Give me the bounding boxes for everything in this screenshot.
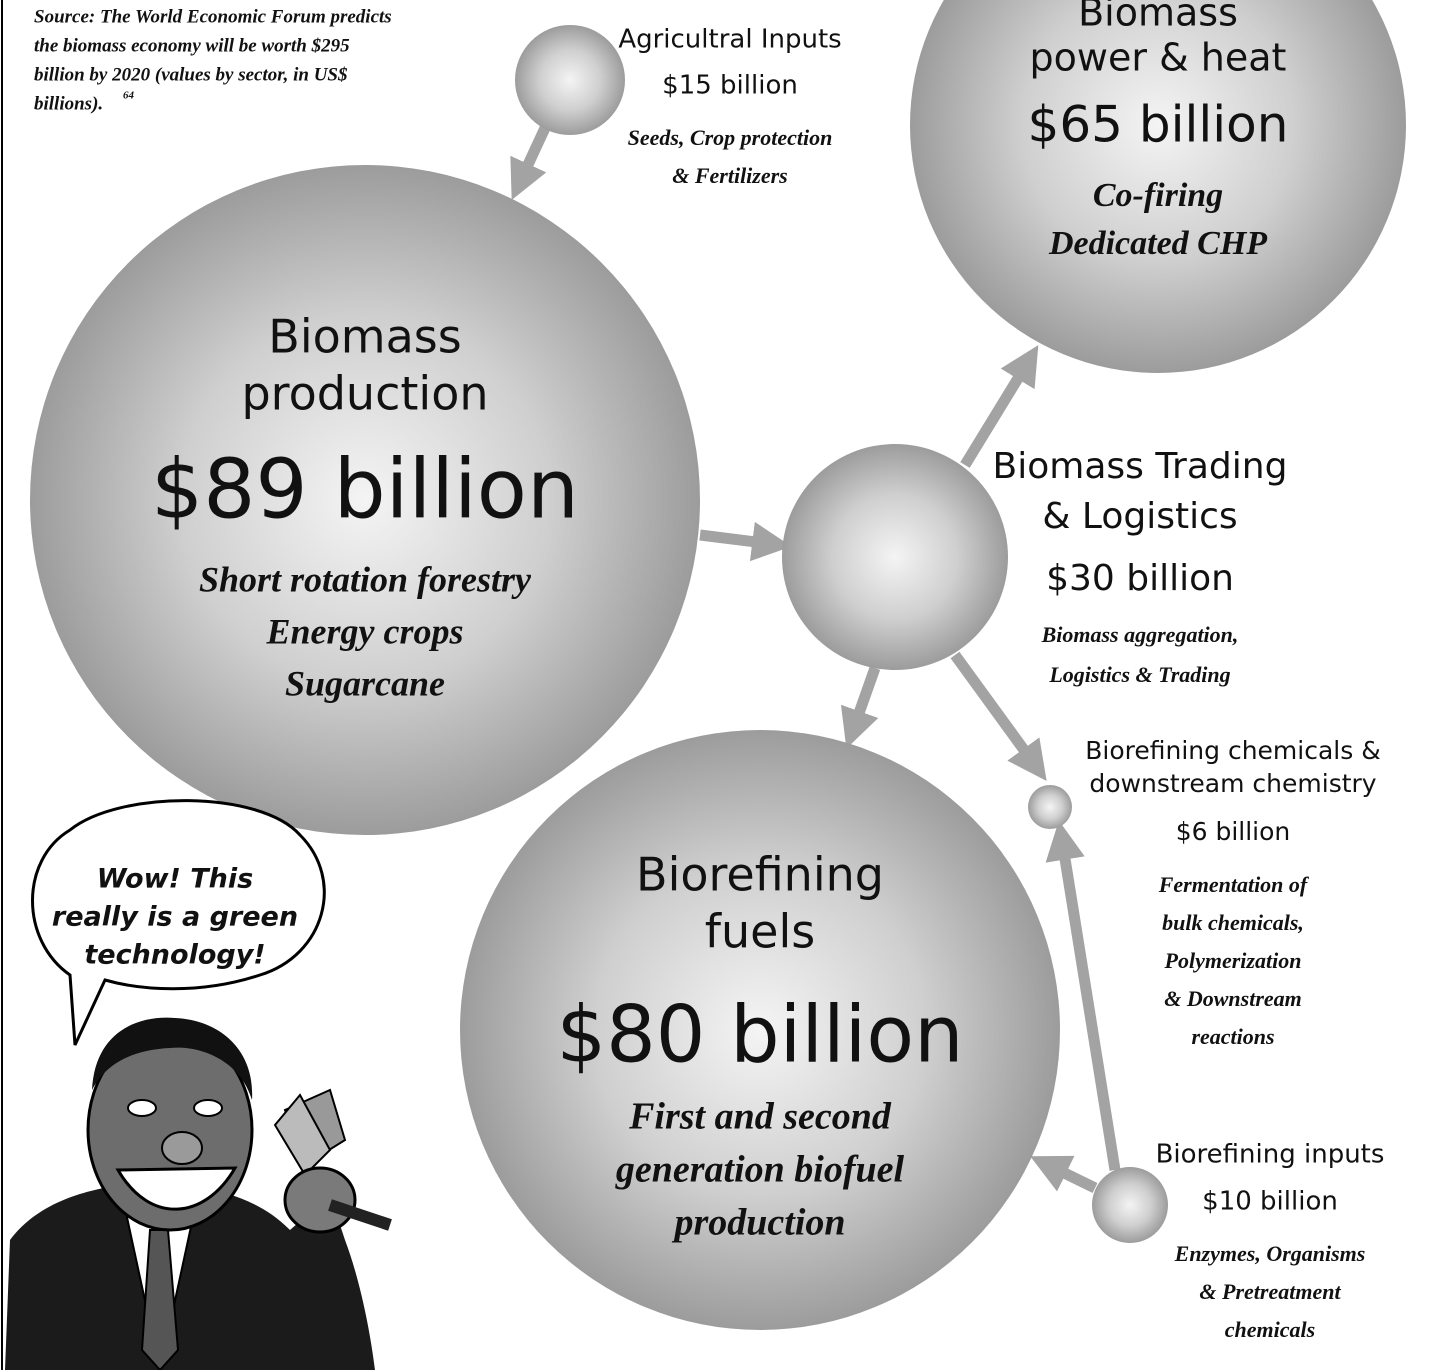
arrow [960,345,1039,468]
node-description: Dedicated CHP [1048,225,1267,262]
hair [92,1017,253,1100]
speech-line: technology! [84,940,265,971]
node-description: bulk chemicals, [1162,910,1304,935]
arrow [1030,1155,1098,1193]
speech-line: Wow! This [97,864,253,895]
bubble [910,0,1406,373]
eye [193,1099,223,1117]
node-description: First and second [628,1096,892,1138]
node-title: fuels [705,905,815,959]
node-description: Sugarcane [285,663,445,703]
arrow [840,666,881,749]
node-title: Biomass [268,310,461,364]
node-description: Logistics & Trading [1048,662,1230,687]
cigar [328,1199,392,1231]
node-description: chemicals [1225,1317,1315,1342]
node-title: Biorefining chemicals & [1085,736,1380,765]
bubble [1028,785,1072,829]
arrow [699,521,792,562]
node-title: Biomass [1078,0,1238,35]
node-title: production [241,367,488,421]
node-title: & Logistics [1042,496,1237,537]
node-title: power & heat [1030,36,1287,80]
bubble [515,25,625,135]
bubble [782,444,1008,670]
arrows [510,125,1121,1193]
node-title: Agricultral Inputs [618,25,841,55]
money [273,1093,332,1177]
node-description: reactions [1191,1024,1274,1049]
node-description: Short rotation forestry [199,559,532,599]
speech-line: really is a green [52,902,298,933]
node-description: Energy crops [266,611,464,651]
nose [161,1131,203,1165]
node-description: Co-firing [1093,177,1223,214]
source-line: the biomass economy will be worth $295 [34,35,350,56]
speech-bubble [31,799,326,1046]
source-line: Source: The World Economic Forum predict… [34,6,392,27]
hand [283,1166,357,1234]
node-title: downstream chemistry [1089,769,1376,798]
node-description: generation biofuel [615,1149,905,1191]
cartoon: Wow! This really is a green technology! [5,799,392,1370]
node-value: $89 billion [151,442,579,537]
source-line: billions). [34,93,103,114]
node-title: Biorefining [636,848,884,902]
bubble [1092,1167,1168,1243]
node-description: & Pretreatment [1199,1279,1341,1304]
node-value: $80 billion [556,990,963,1080]
labels: Agricultral Inputs $15 billion Seeds, Crop… [151,0,1384,1342]
bubble [30,165,700,835]
node-description: production [671,1202,845,1244]
node-value: $65 billion [1028,96,1289,154]
node-description: & Fertilizers [672,163,788,188]
node-value: $10 billion [1202,1187,1338,1217]
bubbles [30,0,1406,1330]
node-title: Biomass Trading [993,446,1288,487]
bubble [460,730,1060,1330]
node-value: $15 billion [662,71,798,101]
node-description: Polymerization [1164,948,1302,973]
arrow [1045,820,1121,1171]
node-description: & Downstream [1164,986,1302,1011]
eye [127,1099,157,1117]
footnote: 64 [123,90,135,102]
source-note: Source: The World Economic Forum predict… [34,6,392,114]
node-description: Fermentation of [1158,872,1310,897]
node-description: Enzymes, Organisms [1174,1241,1366,1266]
node-value: $6 billion [1176,817,1291,846]
suit [5,1185,375,1370]
source-line: billion by 2020 (values by sector, in US… [34,64,348,85]
node-description: Biomass aggregation, [1041,622,1239,647]
node-title: Biorefining inputs [1156,1140,1385,1170]
node-value: $30 billion [1046,558,1234,599]
mouth [115,1166,238,1211]
arrow [950,651,1047,782]
arrow [510,125,550,200]
node-description: Seeds, Crop protection [628,125,833,150]
